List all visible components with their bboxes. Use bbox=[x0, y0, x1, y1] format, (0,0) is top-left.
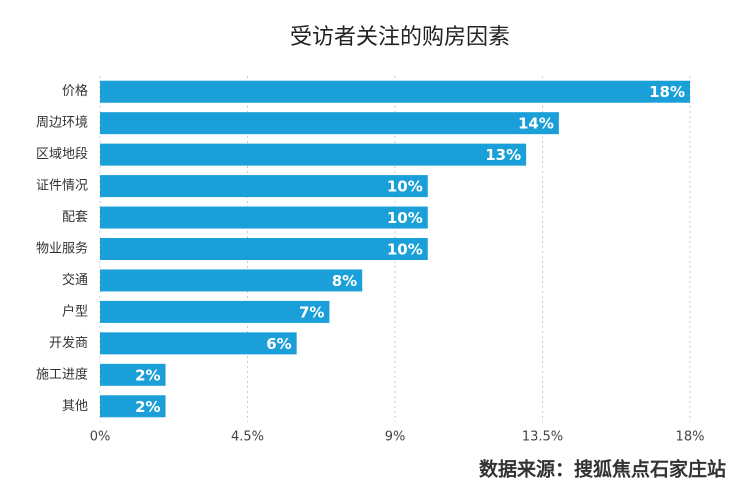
bar bbox=[100, 206, 428, 229]
value-label: 10% bbox=[387, 178, 423, 196]
bar bbox=[100, 269, 363, 292]
y-tick-label: 户型 bbox=[62, 303, 88, 319]
value-label: 14% bbox=[518, 115, 554, 133]
y-tick-label: 配套 bbox=[62, 209, 88, 225]
value-label: 7% bbox=[299, 303, 324, 321]
chart-title: 受访者关注的购房因素 bbox=[290, 25, 510, 50]
bar bbox=[100, 332, 297, 355]
value-label: 10% bbox=[387, 241, 423, 259]
source: 数据来源：搜狐焦点石家庄站 bbox=[479, 458, 726, 481]
value-label: 8% bbox=[332, 272, 357, 290]
value-label: 13% bbox=[485, 146, 521, 164]
y-tick-label: 周边环境 bbox=[36, 116, 88, 131]
y-tick-label: 证件情况 bbox=[36, 179, 88, 194]
y-tick-label: 区域地段 bbox=[36, 147, 88, 162]
x-tick-label: 9% bbox=[385, 430, 406, 445]
value-label: 2% bbox=[135, 398, 160, 416]
value-label: 2% bbox=[135, 366, 160, 384]
bar bbox=[100, 300, 330, 323]
x-tick-label: 0% bbox=[90, 430, 111, 445]
y-tick-label: 价格 bbox=[62, 83, 88, 99]
bar bbox=[100, 143, 527, 166]
bar bbox=[100, 80, 690, 103]
y-tick-label: 物业服务 bbox=[36, 241, 88, 257]
bar bbox=[100, 112, 559, 135]
x-tick-label: 18% bbox=[676, 430, 705, 445]
bar bbox=[100, 395, 166, 418]
bar bbox=[100, 363, 166, 386]
bar bbox=[100, 175, 428, 198]
y-tick-label: 交通 bbox=[62, 272, 88, 288]
value-label: 18% bbox=[649, 83, 685, 101]
x-tick-label: 13.5% bbox=[522, 430, 563, 445]
y-tick-label: 施工进度 bbox=[36, 366, 88, 382]
y-tick-label: 开发商 bbox=[49, 335, 88, 351]
value-label: 10% bbox=[387, 209, 423, 227]
x-tick-label: 4.5% bbox=[231, 430, 264, 445]
value-label: 6% bbox=[266, 335, 291, 353]
y-tick-label: 其他 bbox=[62, 399, 88, 414]
bar bbox=[100, 238, 428, 260]
